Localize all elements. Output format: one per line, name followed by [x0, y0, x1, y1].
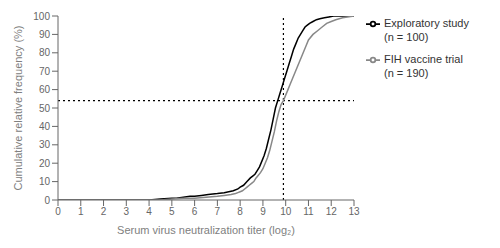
svg-text:10: 10 [39, 176, 51, 187]
svg-text:90: 90 [39, 29, 51, 40]
svg-text:6: 6 [192, 206, 198, 217]
svg-text:8: 8 [237, 206, 243, 217]
svg-text:Cumulative relative frequency: Cumulative relative frequency (%) [12, 25, 24, 190]
svg-text:Serum virus neutralization tit: Serum virus neutralization titer (log₂) [117, 224, 295, 236]
svg-text:13: 13 [348, 206, 360, 217]
svg-text:30: 30 [39, 139, 51, 150]
svg-text:60: 60 [39, 84, 51, 95]
svg-text:40: 40 [39, 121, 51, 132]
svg-text:10: 10 [280, 206, 292, 217]
svg-text:4: 4 [146, 206, 152, 217]
svg-text:50: 50 [39, 103, 51, 114]
svg-text:3: 3 [124, 206, 130, 217]
svg-text:7: 7 [215, 206, 221, 217]
html-text:FIH vaccine trial (n = 190): FIH vaccine trial (n = 190) [384, 53, 463, 79]
svg-text:12: 12 [326, 206, 338, 217]
svg-text:80: 80 [39, 47, 51, 58]
svg-text:11: 11 [303, 206, 314, 217]
svg-text:2: 2 [101, 206, 107, 217]
svg-text:0: 0 [44, 195, 50, 206]
svg-text:0: 0 [55, 206, 61, 217]
svg-text:20: 20 [39, 158, 51, 169]
svg-text:70: 70 [39, 66, 51, 77]
html-text:Exploratory study (n = 100): Exploratory study (n = 100) [384, 17, 469, 43]
svg-text:100: 100 [33, 11, 50, 22]
svg-text:9: 9 [260, 206, 266, 217]
svg-text:1: 1 [78, 206, 84, 217]
svg-text:5: 5 [169, 206, 175, 217]
